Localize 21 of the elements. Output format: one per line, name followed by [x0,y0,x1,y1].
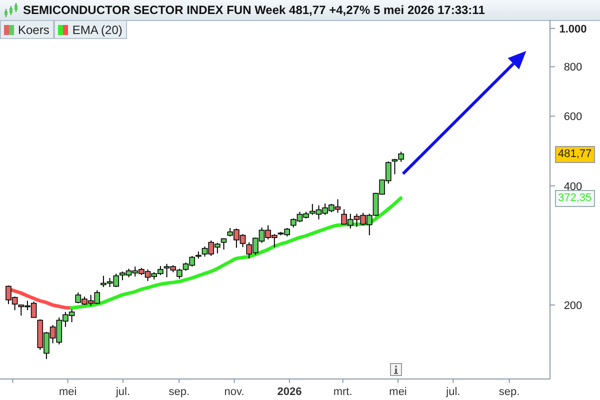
x-tick-label: 2026 [277,386,302,398]
legend-label: EMA (20) [54,20,128,39]
legend-label: Koers [0,20,54,39]
y-tick-label: 600 [564,111,582,124]
chart-title: SEMICONDUCTOR SECTOR INDEX FUN Week 481,77 +4,27% 5 mei 2026 17:33:11 [23,3,485,17]
y-tick-label: 200 [564,300,582,312]
line-series [70,196,402,310]
text: 372,35 [555,190,595,208]
text: 481,77 [555,146,595,163]
x-tick-label: mei [389,386,407,398]
x-tick-label: sep. [498,386,520,398]
x-tick-label: mei [58,386,77,398]
x-tick-label: nov. [224,386,244,398]
y-tick-label: 400 [564,180,582,193]
candlestick [220,238,227,250]
x-tick-label: jul. [445,386,460,398]
y-tick-label: 1.000 [559,23,587,36]
x-tick-label: jul. [114,386,130,398]
y-tick-label: 800 [564,62,582,74]
x-tick-label: sep. [168,386,190,398]
x-tick-label: mrt. [333,386,352,398]
